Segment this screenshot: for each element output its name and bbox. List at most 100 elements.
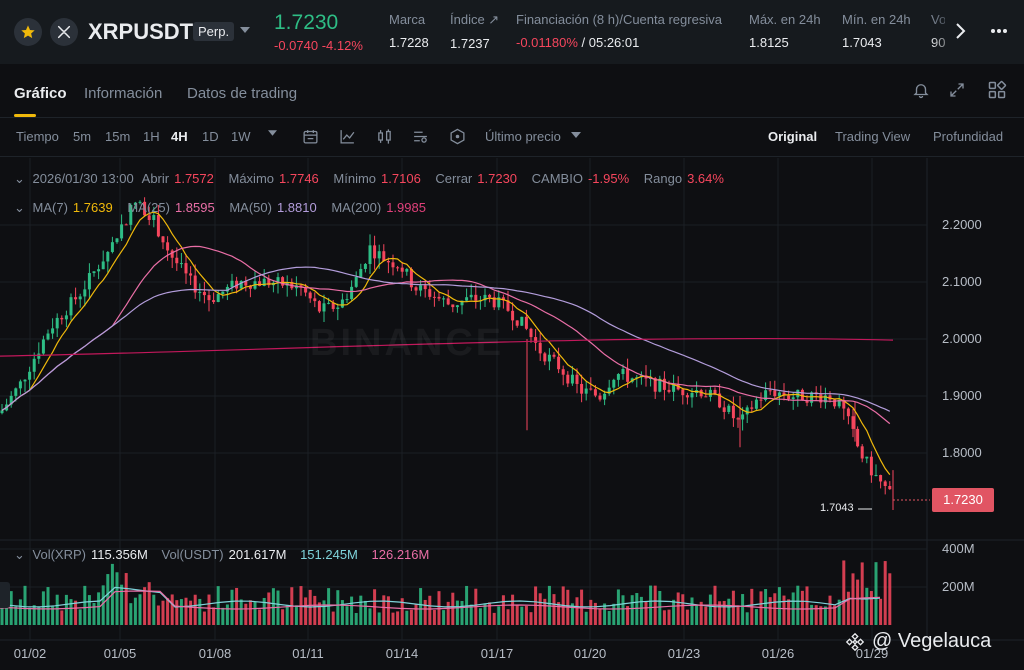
favorite-star-icon[interactable] <box>14 18 42 46</box>
bell-icon[interactable] <box>912 81 930 99</box>
candle-body <box>147 215 151 220</box>
volume-bar <box>253 601 257 625</box>
vol-usdt-label: Vol(USDT) <box>161 547 224 562</box>
candle-body <box>511 310 515 321</box>
expand-icon[interactable] <box>948 81 966 99</box>
volume-bar <box>777 587 781 625</box>
volume-collapse-icon[interactable]: ⌄ <box>14 547 25 562</box>
panel-tabs: Gráfico Información Datos de trading <box>0 70 1024 118</box>
interval-5m[interactable]: 5m <box>73 129 92 144</box>
indicators-icon[interactable] <box>339 128 356 145</box>
volume-bar <box>842 560 846 625</box>
ticker-header: XRPUSDT Perp. 1.7230 -0.0740 -4.12% Marc… <box>0 0 1024 64</box>
candle-body <box>225 286 229 292</box>
close-value: 1.7230 <box>477 171 518 186</box>
interval-4h[interactable]: 4H <box>171 129 188 144</box>
low-value: 1.7106 <box>381 171 421 186</box>
symbol-dropdown-icon[interactable] <box>240 27 250 33</box>
view-profundidad[interactable]: Profundidad <box>933 129 1004 144</box>
ma-collapse-icon[interactable]: ⌄ <box>14 200 25 215</box>
interval-1h[interactable]: 1H <box>143 129 160 144</box>
candle-body <box>543 353 547 362</box>
symbol-name[interactable]: XRPUSDT <box>88 19 194 44</box>
candle-body <box>823 395 827 403</box>
tab-datos-de-trading[interactable]: Datos de trading <box>187 85 298 102</box>
candle-body <box>833 399 837 407</box>
volume-bar <box>782 595 786 625</box>
volume-bar <box>138 594 142 625</box>
change-value: -1.95% <box>587 171 630 186</box>
layout-grid-icon[interactable] <box>987 80 1007 100</box>
price-type-caret-icon[interactable] <box>571 132 581 138</box>
candle-body <box>267 278 271 286</box>
volume-bar <box>469 604 473 625</box>
volume-bar <box>74 600 78 625</box>
candle-type-icon[interactable] <box>376 128 393 145</box>
interval-dropdown-icon[interactable] <box>268 130 277 136</box>
candle-body <box>768 390 772 392</box>
index-price-stat[interactable]: Índice ↗ 1.7237 <box>450 12 499 51</box>
volume-bar <box>14 606 18 625</box>
candle-body <box>87 273 91 290</box>
ma50-label: MA(50) <box>229 200 272 215</box>
candle-body <box>170 250 174 258</box>
ma25-line <box>1 245 891 425</box>
volume-bar <box>773 593 777 625</box>
volume-bar <box>446 601 450 625</box>
chart-settings-icon[interactable] <box>412 128 429 145</box>
volume-bar <box>488 602 492 625</box>
candle-body <box>529 328 533 338</box>
volume-bar <box>281 609 285 625</box>
volume-bar <box>731 590 735 625</box>
candle-body <box>745 407 749 415</box>
candle-body <box>405 268 409 272</box>
candle-body <box>248 285 252 289</box>
volume-bar <box>653 585 657 625</box>
drawing-tools-icon[interactable] <box>449 128 466 145</box>
tab-grafico[interactable]: Gráfico <box>14 85 67 102</box>
price-type-dropdown[interactable]: Último precio <box>485 129 561 144</box>
active-tab-indicator <box>14 114 36 117</box>
candle-body <box>175 257 179 264</box>
volume-bar <box>69 599 73 625</box>
candlestick-chart[interactable]: 2.2000 2.1000 2.0000 1.9000 1.8000 01/02 01/05… <box>0 157 1024 670</box>
candle-body <box>166 242 170 251</box>
view-original[interactable]: Original <box>768 129 818 144</box>
candle-body <box>308 292 312 299</box>
scroll-left-handle[interactable] <box>0 582 10 608</box>
calendar-icon[interactable] <box>302 128 319 145</box>
volume-bar <box>83 585 87 625</box>
volume-bar <box>478 608 482 625</box>
volume-bar <box>345 606 349 625</box>
interval-1d[interactable]: 1D <box>202 129 219 144</box>
time-axis-label: 01/08 <box>199 646 232 661</box>
price-axis-label: 2.1000 <box>942 274 982 289</box>
countdown-value: / 05:26:01 <box>577 35 640 50</box>
volume-bar <box>708 594 712 625</box>
volume-bar <box>409 609 413 625</box>
change-label: CAMBIO <box>531 171 583 186</box>
volume-bar <box>37 606 41 625</box>
volume-bar <box>874 562 878 625</box>
volume-bar <box>244 603 248 625</box>
interval-1w[interactable]: 1W <box>231 129 251 144</box>
view-trading-view[interactable]: Trading View <box>835 129 911 144</box>
candle-body <box>446 298 450 305</box>
volume-bar <box>584 611 588 625</box>
ma200-line <box>0 337 894 357</box>
time-label[interactable]: Tiempo <box>16 129 59 144</box>
chevron-right-icon[interactable] <box>954 22 966 40</box>
volume-bar <box>819 606 823 625</box>
interval-15m[interactable]: 15m <box>105 129 131 144</box>
more-options-icon[interactable] <box>990 28 1008 34</box>
volume-bar <box>520 606 524 625</box>
time-axis-label: 01/23 <box>668 646 701 661</box>
volume-bar <box>133 597 137 625</box>
candle-body <box>474 294 478 301</box>
tab-informacion[interactable]: Información <box>84 85 163 102</box>
volume-bar <box>248 600 252 625</box>
header-fade <box>930 0 960 64</box>
legend-collapse-icon[interactable]: ⌄ <box>14 171 25 186</box>
stat-value: 1.7237 <box>450 36 490 51</box>
volume-bar <box>607 611 611 625</box>
